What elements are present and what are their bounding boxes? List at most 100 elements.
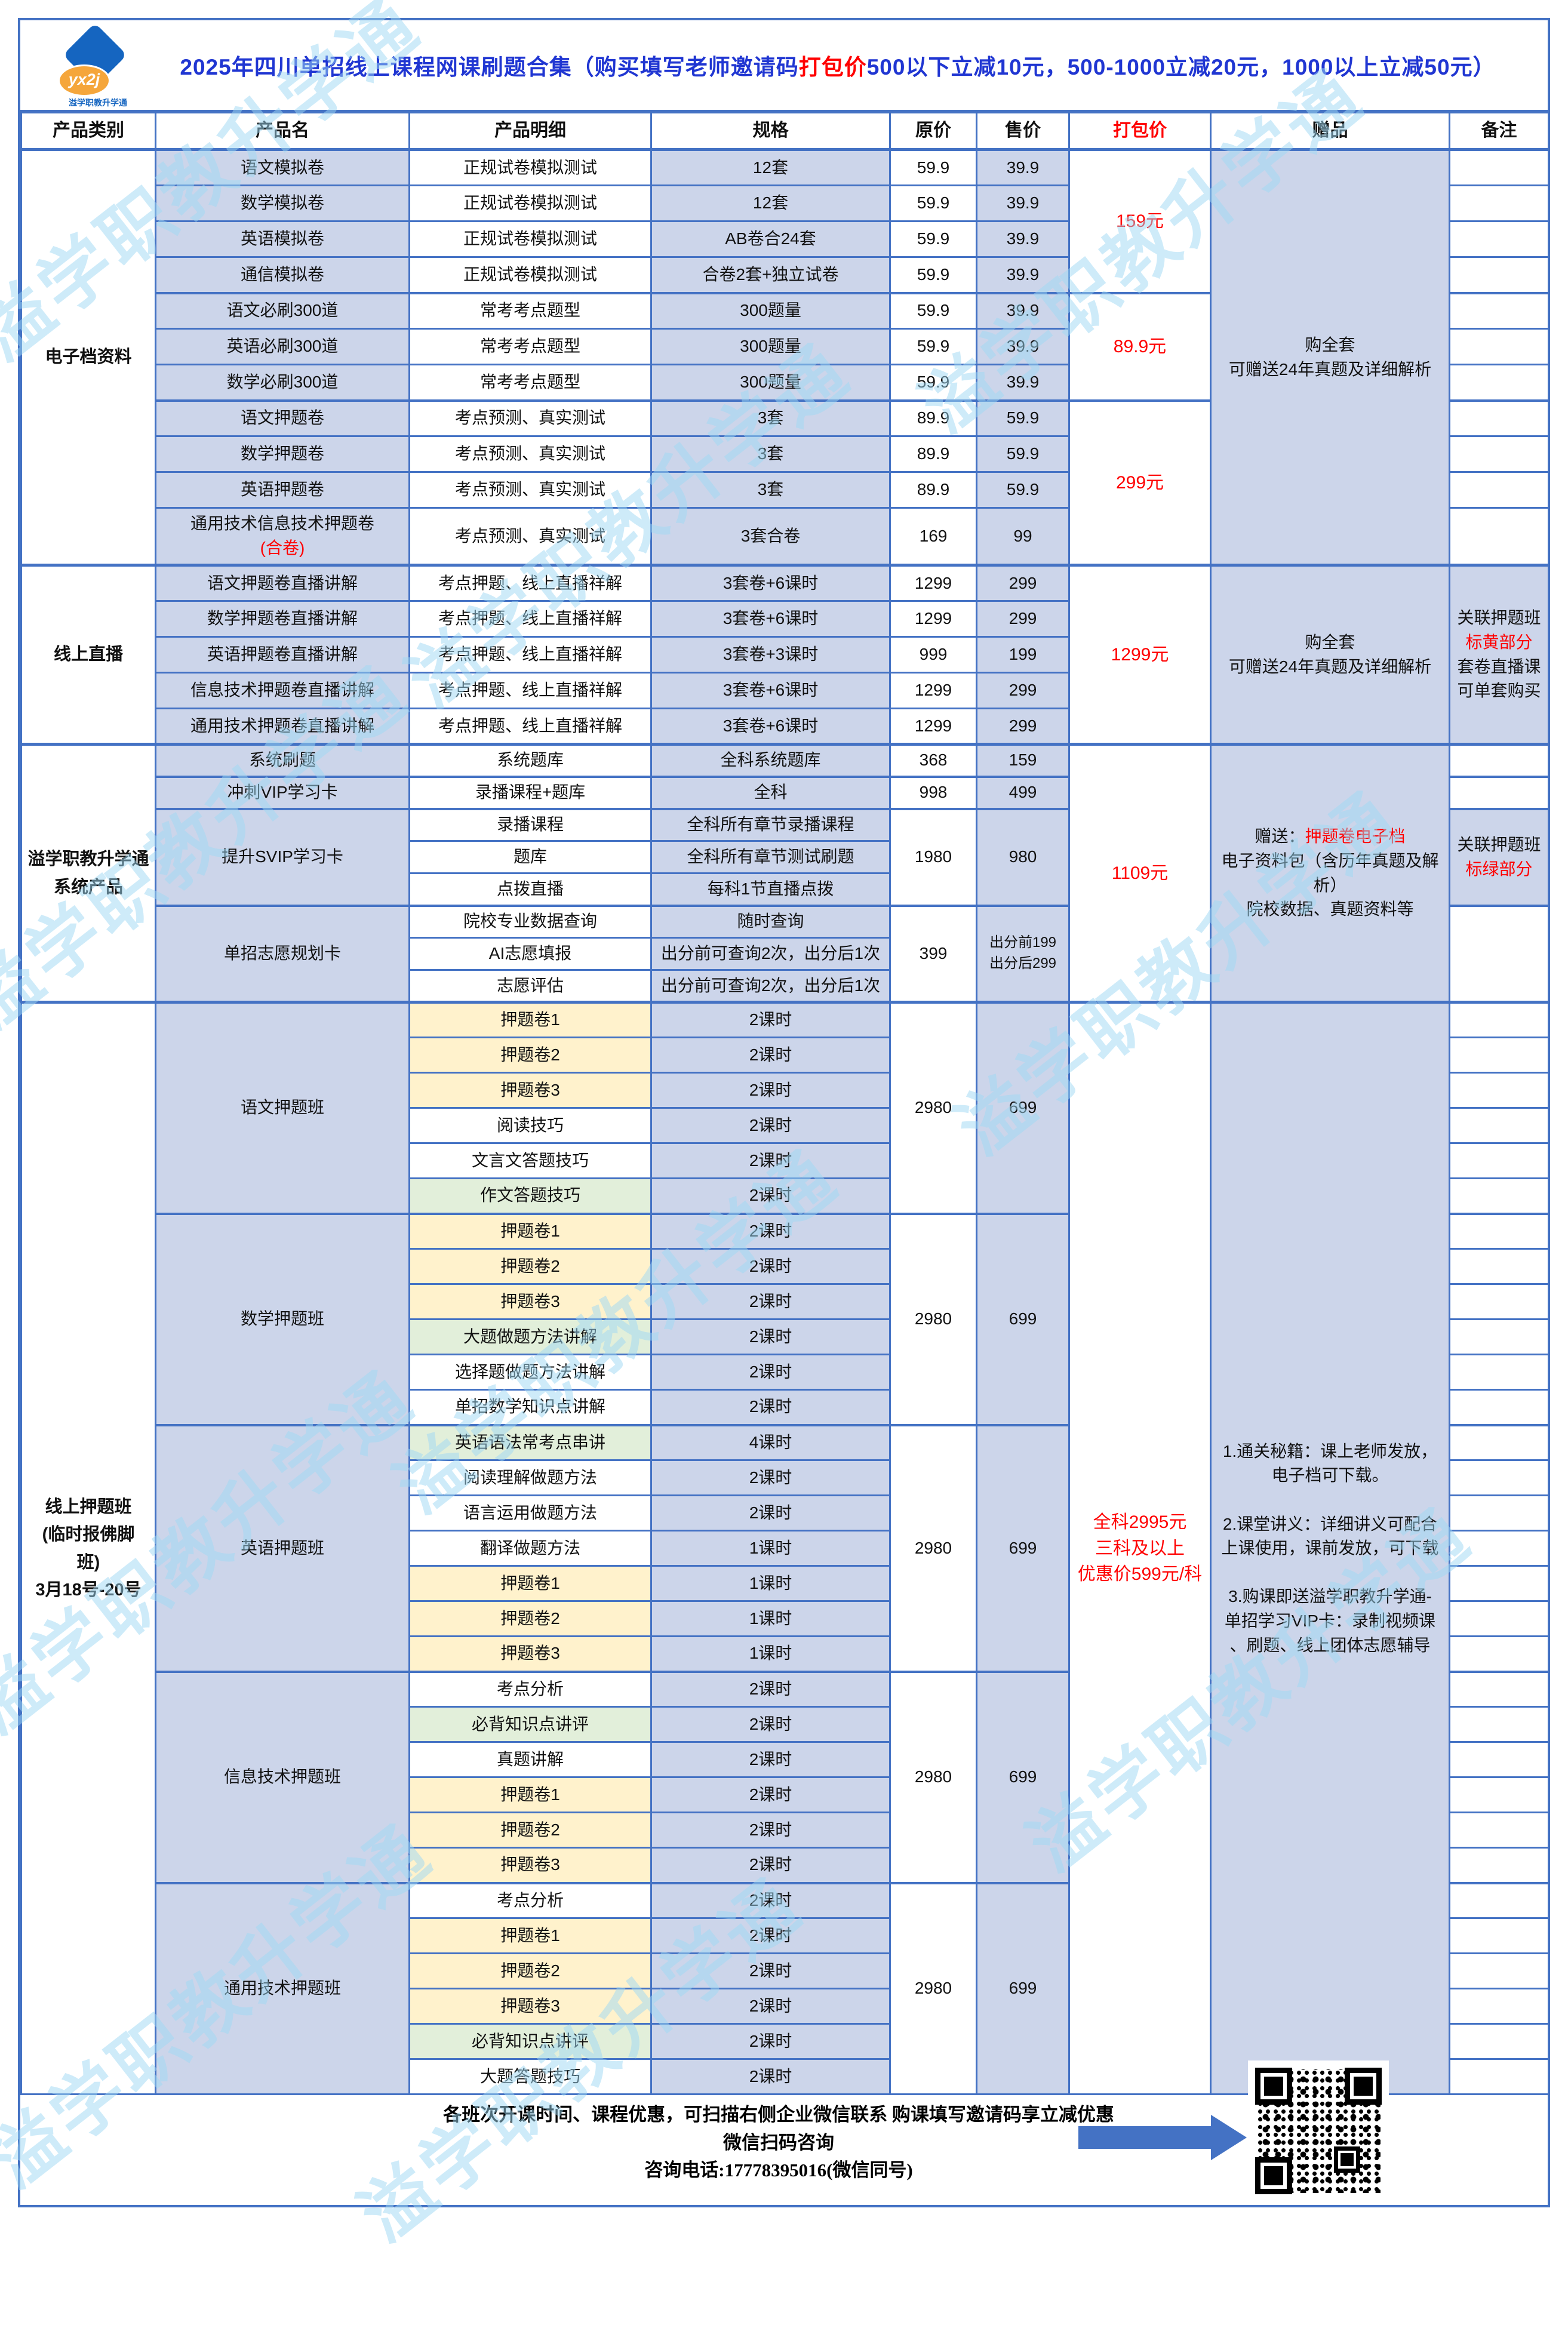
spec-cell: 每科1节直播点拨 <box>650 872 891 906</box>
product-name-cell: 通用技术押题卷直播讲解 <box>155 708 410 745</box>
original-price-cell: 2980 <box>889 1670 977 1884</box>
product-name-cell: 语文模拟卷 <box>155 148 410 186</box>
table-row: 电子档资料 语文模拟卷 正规试卷模拟测试 12套 59.9 39.9 159元 购全套 可赠送2… <box>20 148 1549 566</box>
table-row: 冲刺VIP学习卡 录播课程+题库 全科 998 499 <box>21 775 1549 810</box>
product-detail-cell: 押题卷1 <box>408 1212 652 1250</box>
spec-cell: 出分前可查询2次，出分后1次 <box>650 937 891 971</box>
table-row: 翻译做题方法 1课时 <box>21 1530 1549 1567</box>
qr-finder-icon <box>1345 2068 1382 2105</box>
spec-cell: 1课时 <box>650 1635 891 1672</box>
product-detail-cell: 考点预测、真实测试 <box>408 399 652 437</box>
gift-cell: 赠送：押题卷电子档 电子资料包（含历年真题及解析） 院校数据、真题资料等 <box>1210 743 1450 1003</box>
spec-cell: 2课时 <box>650 1459 891 1496</box>
product-detail-cell: 作文答题技巧 <box>408 1177 652 1214</box>
remark-cell <box>1449 1423 1549 1461</box>
product-detail-cell: 考点分析 <box>408 1881 652 1919</box>
product-name-cell: 信息技术押题卷直播讲解 <box>155 672 410 709</box>
table-row: 真题讲解 2课时 <box>21 1741 1549 1778</box>
spec-cell: 2课时 <box>650 1037 891 1074</box>
product-detail-cell: 押题卷1 <box>408 1917 652 1954</box>
product-detail-cell: 考点押题、线上直播祥解 <box>408 564 652 602</box>
sale-price-cell: 699 <box>976 1670 1070 1884</box>
table-row: 数学模拟卷 正规试卷模拟测试 12套 59.9 39.9 <box>21 184 1549 222</box>
table-row: 大题做题方法讲解 2课时 <box>21 1318 1549 1355</box>
table-row: 单招志愿规划卡 院校专业数据查询 随时查询 399 出分前199 出分后299 <box>21 904 1549 1003</box>
spec-cell: 2课时 <box>650 1318 891 1355</box>
remark-cell <box>1449 1600 1549 1637</box>
remark-cell <box>1449 1847 1549 1884</box>
table-row: 押题卷3 2课时 <box>21 1847 1549 1884</box>
product-name-cell: 信息技术押题班 <box>155 1670 410 1884</box>
header-band: yx2j 溢学职教升学通 2025年四川单招线上课程网课刷题合集（购买填写老师邀… <box>20 20 1548 112</box>
table-row: 文言文答题技巧 2课时 <box>21 1142 1549 1179</box>
package-price-cell: 1109元 <box>1068 743 1212 1003</box>
sale-price-cell: 39.9 <box>976 328 1070 365</box>
remark-cell <box>1449 1389 1549 1426</box>
table-row: 作文答题技巧 2课时 <box>21 1177 1549 1214</box>
remark-cell <box>1449 184 1549 222</box>
original-price-cell: 89.9 <box>889 471 977 509</box>
table-row: 通用技术押题卷直播讲解 考点押题、线上直播祥解 3套卷+6课时 1299 299 <box>21 708 1549 745</box>
product-detail-cell: 大题答题技巧 <box>408 2058 652 2095</box>
sale-price-cell: 59.9 <box>976 399 1070 437</box>
product-name-cell: 数学押题卷 <box>155 435 410 473</box>
table-row: 押题卷1 2课时 <box>21 1776 1549 1813</box>
package-price-cell: 89.9元 <box>1068 291 1212 401</box>
column-header: 原价 <box>889 112 977 150</box>
product-detail-cell: 正规试卷模拟测试 <box>408 256 652 294</box>
header-row: 产品类别 产品名 产品明细 规格 原价 售价 打包价 赠品 备注 <box>20 112 1549 150</box>
original-price-cell: 399 <box>889 904 977 1003</box>
spec-cell: 2课时 <box>650 1494 891 1531</box>
sale-price-cell: 499 <box>976 775 1070 810</box>
table-row: 押题卷3 2课时 <box>21 1283 1549 1320</box>
price-table: 产品类别 产品名 产品明细 规格 原价 售价 打包价 赠品 备注 电子档资料 语文模拟卷 正规试卷模… <box>20 112 1549 2095</box>
column-header: 赠品 <box>1210 112 1450 150</box>
table-row: 数学押题卷直播讲解 考点押题、线上直播祥解 3套卷+6课时 1299 299 <box>21 600 1549 638</box>
original-price-cell: 1299 <box>889 600 977 638</box>
product-detail-cell: 点拨直播 <box>408 872 652 906</box>
spec-cell: 随时查询 <box>650 904 891 939</box>
product-detail-cell: 考点押题、线上直播祥解 <box>408 708 652 745</box>
product-detail-cell: 语言运用做题方法 <box>408 1494 652 1531</box>
spec-cell: 全科所有章节录播课程 <box>650 807 891 842</box>
original-price-cell: 2980 <box>889 1212 977 1426</box>
product-name-cell: 英语押题班 <box>155 1423 410 1672</box>
table-row: 线上押题班 (临时报佛脚 班) 3月18号-20号 语文押题班 押题卷1 2课时 2980 69… <box>20 1001 1549 2095</box>
remark-cell <box>1449 1812 1549 1849</box>
remark-cell <box>1449 1530 1549 1567</box>
table-row: 押题卷3 1课时 <box>21 1635 1549 1672</box>
remark-cell <box>1449 291 1549 330</box>
spec-cell: 2课时 <box>650 1354 891 1391</box>
spec-cell: 2课时 <box>650 1706 891 1743</box>
product-name-cell: 单招志愿规划卡 <box>155 904 410 1003</box>
package-price-cell: 299元 <box>1068 399 1212 566</box>
original-price-cell: 59.9 <box>889 220 977 258</box>
sale-price-cell: 699 <box>976 1881 1070 2095</box>
spec-cell: 3套卷+6课时 <box>650 672 891 709</box>
product-name-cell: 通信模拟卷 <box>155 256 410 294</box>
table-row: AI志愿填报 出分前可查询2次，出分后1次 <box>21 937 1549 971</box>
product-detail-cell: 常考考点题型 <box>408 291 652 330</box>
table-row: 押题卷2 2课时 <box>21 1037 1549 1074</box>
column-header: 产品明细 <box>408 112 652 150</box>
package-price-cell: 159元 <box>1068 148 1212 294</box>
sale-price-cell: 39.9 <box>976 220 1070 258</box>
product-detail-cell: 英语语法常考点串讲 <box>408 1423 652 1461</box>
remark-cell <box>1449 220 1549 258</box>
spec-cell: 3套卷+6课时 <box>650 708 891 745</box>
remark-cell <box>1449 1952 1549 1989</box>
remark-cell <box>1449 1142 1549 1179</box>
remark-cell <box>1449 256 1549 294</box>
spec-cell: 1课时 <box>650 1565 891 1602</box>
sale-price-cell: 39.9 <box>976 184 1070 222</box>
package-price-cell: 全科2995元 三科及以上 优惠价599元/科 <box>1068 1001 1212 2095</box>
gift-cell: 购全套 可赠送24年真题及详细解析 <box>1210 148 1450 566</box>
product-name-cell: 数学必刷300道 <box>155 364 410 401</box>
column-header: 备注 <box>1449 112 1549 150</box>
table-row: 点拨直播 每科1节直播点拨 <box>21 872 1549 906</box>
spec-cell: 2课时 <box>650 1847 891 1884</box>
table-row: 提升SVIP学习卡 录播课程 全科所有章节录播课程 1980 980 关联押题班 标绿部分 <box>21 807 1549 906</box>
table-row: 押题卷2 2课时 <box>21 1952 1549 1989</box>
table-row: 通用技术押题班 考点分析 2课时 2980 699 <box>21 1881 1549 2095</box>
sale-price-cell: 39.9 <box>976 364 1070 401</box>
